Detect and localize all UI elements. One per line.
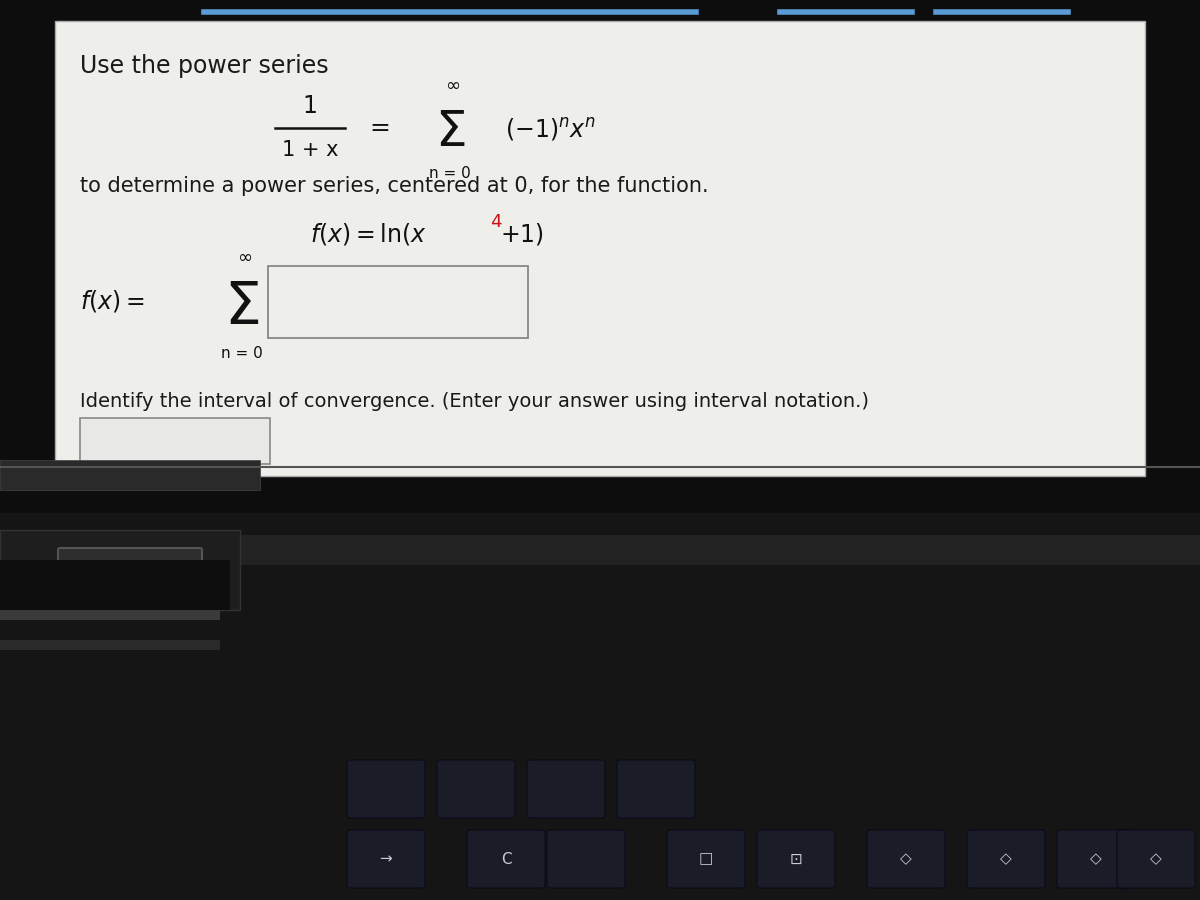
FancyBboxPatch shape — [967, 830, 1045, 888]
Text: n = 0: n = 0 — [430, 166, 470, 182]
Bar — [0, 602, 220, 620]
FancyBboxPatch shape — [0, 461, 260, 490]
FancyBboxPatch shape — [437, 760, 515, 818]
Text: C: C — [500, 851, 511, 867]
Text: Use the power series: Use the power series — [80, 54, 329, 78]
FancyBboxPatch shape — [667, 830, 745, 888]
Text: $\Sigma$: $\Sigma$ — [434, 108, 466, 156]
FancyBboxPatch shape — [0, 530, 240, 610]
Text: ◇: ◇ — [900, 851, 912, 867]
Text: =: = — [370, 116, 390, 140]
Text: ∞: ∞ — [445, 77, 461, 95]
FancyBboxPatch shape — [467, 830, 545, 888]
Text: →: → — [379, 851, 392, 867]
FancyBboxPatch shape — [80, 418, 270, 464]
Text: □: □ — [698, 851, 713, 867]
FancyBboxPatch shape — [547, 830, 625, 888]
FancyBboxPatch shape — [757, 830, 835, 888]
Text: $f(x) = \ln(x$: $f(x) = \ln(x$ — [310, 221, 427, 247]
Text: ◇: ◇ — [1090, 851, 1102, 867]
Text: ⊡: ⊡ — [790, 851, 803, 867]
FancyBboxPatch shape — [617, 760, 695, 818]
Bar — [0, 640, 220, 650]
Text: Identify the interval of convergence. (Enter your answer using interval notation: Identify the interval of convergence. (E… — [80, 392, 869, 410]
Text: 1: 1 — [302, 94, 318, 118]
FancyBboxPatch shape — [1057, 830, 1135, 888]
Text: $\Sigma$: $\Sigma$ — [224, 280, 259, 337]
FancyBboxPatch shape — [58, 548, 202, 607]
Text: ∞: ∞ — [238, 249, 252, 267]
Text: n = 0: n = 0 — [221, 346, 263, 361]
Text: ◇: ◇ — [1000, 851, 1012, 867]
FancyBboxPatch shape — [527, 760, 605, 818]
Text: $f(x) = $: $f(x) = $ — [80, 288, 144, 314]
Text: ◇: ◇ — [1150, 851, 1162, 867]
Bar — [0, 560, 230, 610]
FancyBboxPatch shape — [268, 266, 528, 338]
Text: 4: 4 — [490, 213, 502, 231]
Bar — [0, 535, 1200, 565]
Text: 1 + x: 1 + x — [282, 140, 338, 160]
Text: to determine a power series, centered at 0, for the function.: to determine a power series, centered at… — [80, 176, 709, 196]
Text: $ + 1)$: $ + 1)$ — [500, 221, 544, 247]
FancyBboxPatch shape — [347, 830, 425, 888]
FancyBboxPatch shape — [55, 21, 1145, 476]
FancyBboxPatch shape — [347, 760, 425, 818]
FancyBboxPatch shape — [1117, 830, 1195, 888]
FancyBboxPatch shape — [866, 830, 946, 888]
Text: $(-1)^n x^n$: $(-1)^n x^n$ — [505, 116, 596, 143]
